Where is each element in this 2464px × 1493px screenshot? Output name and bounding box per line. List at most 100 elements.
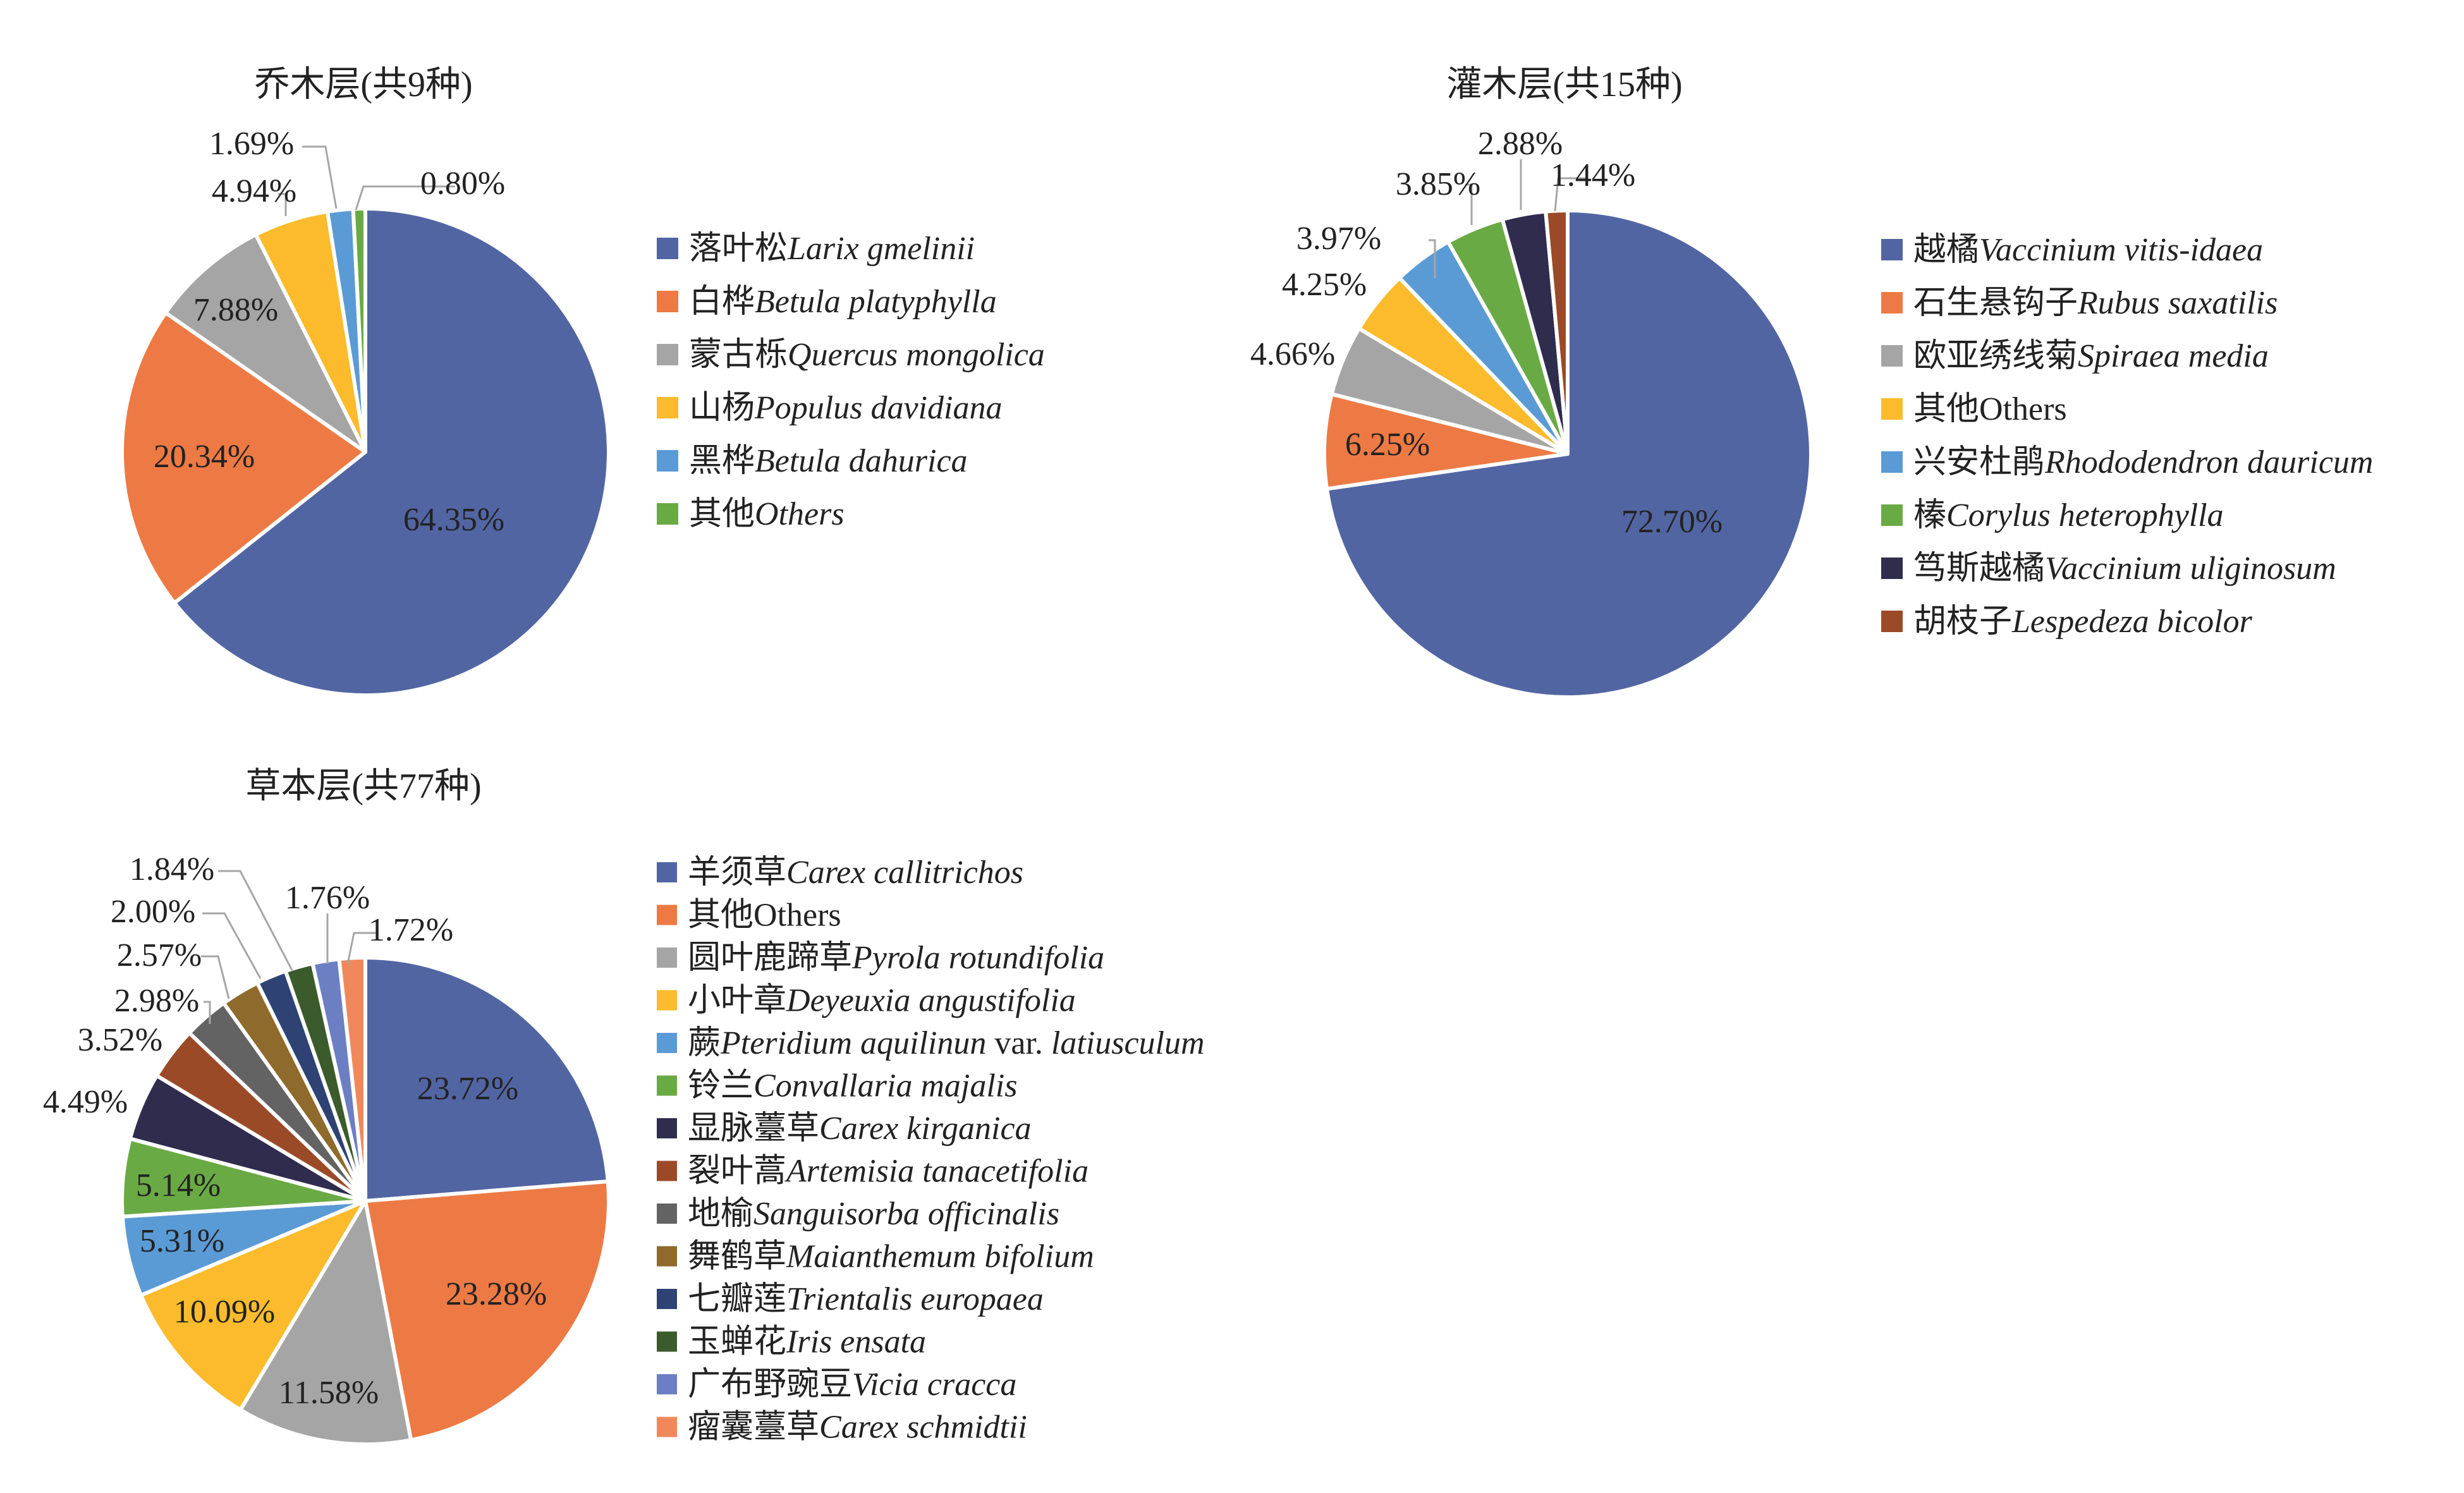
pie-slice: [164, 233, 367, 454]
data-label: 1.44%: [1551, 157, 1635, 193]
legend-swatch: [656, 1288, 678, 1310]
data-label: 1.84%: [130, 851, 214, 887]
pie-slice: [120, 310, 367, 605]
pie-slice: [351, 207, 367, 454]
legend: 羊须草Carex callitrichos 其他Others 圆叶鹿蹄草Pyrola…: [656, 855, 1205, 1445]
legend-item: 山杨Populus davidiana: [689, 390, 1002, 426]
leader-line: [1429, 239, 1436, 278]
data-label: 1.69%: [209, 126, 294, 162]
legend-swatch: [1880, 291, 1904, 315]
data-label: 2.57%: [117, 937, 202, 973]
data-label: 72.70%: [1621, 504, 1723, 540]
pie-slice: [173, 207, 611, 697]
data-label: 1.72%: [369, 912, 453, 948]
data-label: 3.97%: [1296, 221, 1381, 257]
legend-item: 蒙古栎Quercus mongolica: [689, 337, 1045, 373]
legend-swatch: [1880, 609, 1904, 633]
legend-item: 榛Corylus heterophylla: [1913, 497, 2224, 533]
legend: 落叶松Larix gmelinii 白桦Betula platyphylla 蒙古栎…: [656, 231, 1045, 532]
legend-item: 七瓣莲Trientalis europaea: [688, 1281, 1044, 1317]
legend-swatch: [656, 449, 680, 473]
leader-line: [355, 185, 455, 210]
data-label: 2.88%: [1478, 126, 1563, 162]
legend-swatch: [1880, 450, 1904, 474]
pie-slice: [337, 956, 367, 1203]
leader-line: [1554, 177, 1587, 212]
pie-chart-3: 草本层(共77种) 23.72% 23.28% 11.58% 10.09% 5.31% 5.…: [43, 767, 1205, 1446]
legend-item: 欧亚绣线菊Spiraea media: [1913, 338, 2269, 374]
legend-item: 白桦Betula platyphylla: [689, 284, 997, 320]
legend-item: 小叶章Deyeuxia angustifolia: [688, 982, 1076, 1018]
leader-line: [278, 193, 287, 216]
legend-swatch: [1880, 397, 1904, 421]
legend-item: 其他Others: [1913, 391, 2067, 427]
legend-item: 羊须草Carex callitrichos: [688, 855, 1023, 891]
legend-item: 其他Others: [688, 897, 841, 933]
legend-swatch: [656, 396, 680, 420]
leader-line: [302, 145, 338, 209]
data-label: 4.49%: [43, 1084, 128, 1120]
pie-slice: [1322, 392, 1570, 491]
chart-title: 乔木层(共9种): [254, 65, 472, 104]
legend-swatch: [656, 1330, 678, 1353]
data-label: 10.09%: [174, 1294, 275, 1330]
leader-line: [204, 1001, 211, 1024]
pie-slice: [238, 1199, 413, 1446]
data-label: 6.25%: [1345, 427, 1430, 463]
legend-swatch: [656, 1202, 678, 1225]
legend-swatch: [656, 343, 680, 367]
legend-swatch: [1880, 238, 1904, 262]
data-label: 0.80%: [420, 166, 505, 202]
legend-item: 瘤囊薹草Carex schmidtii: [688, 1409, 1027, 1445]
legend-swatch: [1880, 556, 1904, 580]
leader-line: [201, 955, 230, 999]
legend-item: 胡枝子Lespedeza bicolor: [1913, 604, 2253, 640]
data-label: 2.00%: [111, 894, 195, 930]
chart-title: 草本层(共77种): [245, 767, 481, 806]
data-label: 4.66%: [1250, 336, 1335, 372]
legend-item: 笃斯越橘Vaccinium uliginosum: [1913, 551, 2336, 587]
legend-item: 地榆Sanguisorba officinalis: [688, 1196, 1059, 1232]
data-label: 7.88%: [193, 292, 278, 328]
legend-item: 铃兰Convallaria majalis: [688, 1068, 1018, 1104]
legend-swatch: [656, 1245, 678, 1268]
pie-chart-1: 乔木层(共9种) 64.35% 20.34% 7.88% 4.94% 1.69% 0.80%…: [120, 65, 1045, 697]
legend-swatch: [656, 236, 680, 260]
legend-item: 舞鹤草Maianthemum bifolium: [688, 1238, 1094, 1274]
leader-line: [218, 870, 293, 971]
legend-swatch: [656, 1159, 678, 1183]
legend-swatch: [656, 989, 678, 1012]
data-label: 4.25%: [1282, 267, 1367, 303]
data-label: 64.35%: [403, 502, 504, 538]
pie-slice: [1544, 208, 1570, 456]
legend-item: 显脉薹草Carex kirganica: [688, 1111, 1032, 1147]
legend-item: 落叶松Larix gmelinii: [689, 231, 975, 267]
legend-item: 兴安杜鹃Rhododendron dauricum: [1913, 444, 2373, 480]
legend-swatch: [1880, 344, 1904, 368]
pie-chart-2: 灌木层(共15种) 72.70% 6.25% 4.66% 4.25% 3.97% 3.85%…: [1250, 65, 2373, 699]
pie-slice: [139, 1199, 367, 1412]
data-label: 3.85%: [1396, 166, 1480, 202]
leader-line: [202, 912, 262, 979]
legend-swatch: [656, 1032, 678, 1054]
legend-swatch: [656, 1117, 678, 1140]
data-label: 20.34%: [154, 439, 255, 475]
legend-swatch: [656, 289, 680, 314]
legend-swatch: [656, 903, 678, 927]
legend-item: 玉蝉花Iris ensata: [688, 1324, 926, 1360]
data-label: 4.94%: [212, 173, 296, 209]
legend-item: 越橘Vaccinium vitis-idaea: [1913, 232, 2263, 268]
legend-swatch: [656, 1074, 678, 1097]
data-label: 23.28%: [446, 1276, 547, 1312]
leader-line: [346, 932, 376, 965]
data-label: 1.76%: [285, 880, 370, 916]
data-label: 5.31%: [140, 1223, 224, 1259]
legend-item: 黑桦Betula dahurica: [689, 443, 968, 479]
data-label: 11.58%: [279, 1375, 379, 1411]
chart-title: 灌木层(共15种): [1446, 65, 1682, 104]
legend-item: 广布野豌豆Vicia cracca: [688, 1367, 1016, 1403]
legend-swatch: [1880, 503, 1904, 527]
legend-item: 其他Others: [689, 496, 845, 532]
data-label: 2.98%: [114, 983, 199, 1019]
